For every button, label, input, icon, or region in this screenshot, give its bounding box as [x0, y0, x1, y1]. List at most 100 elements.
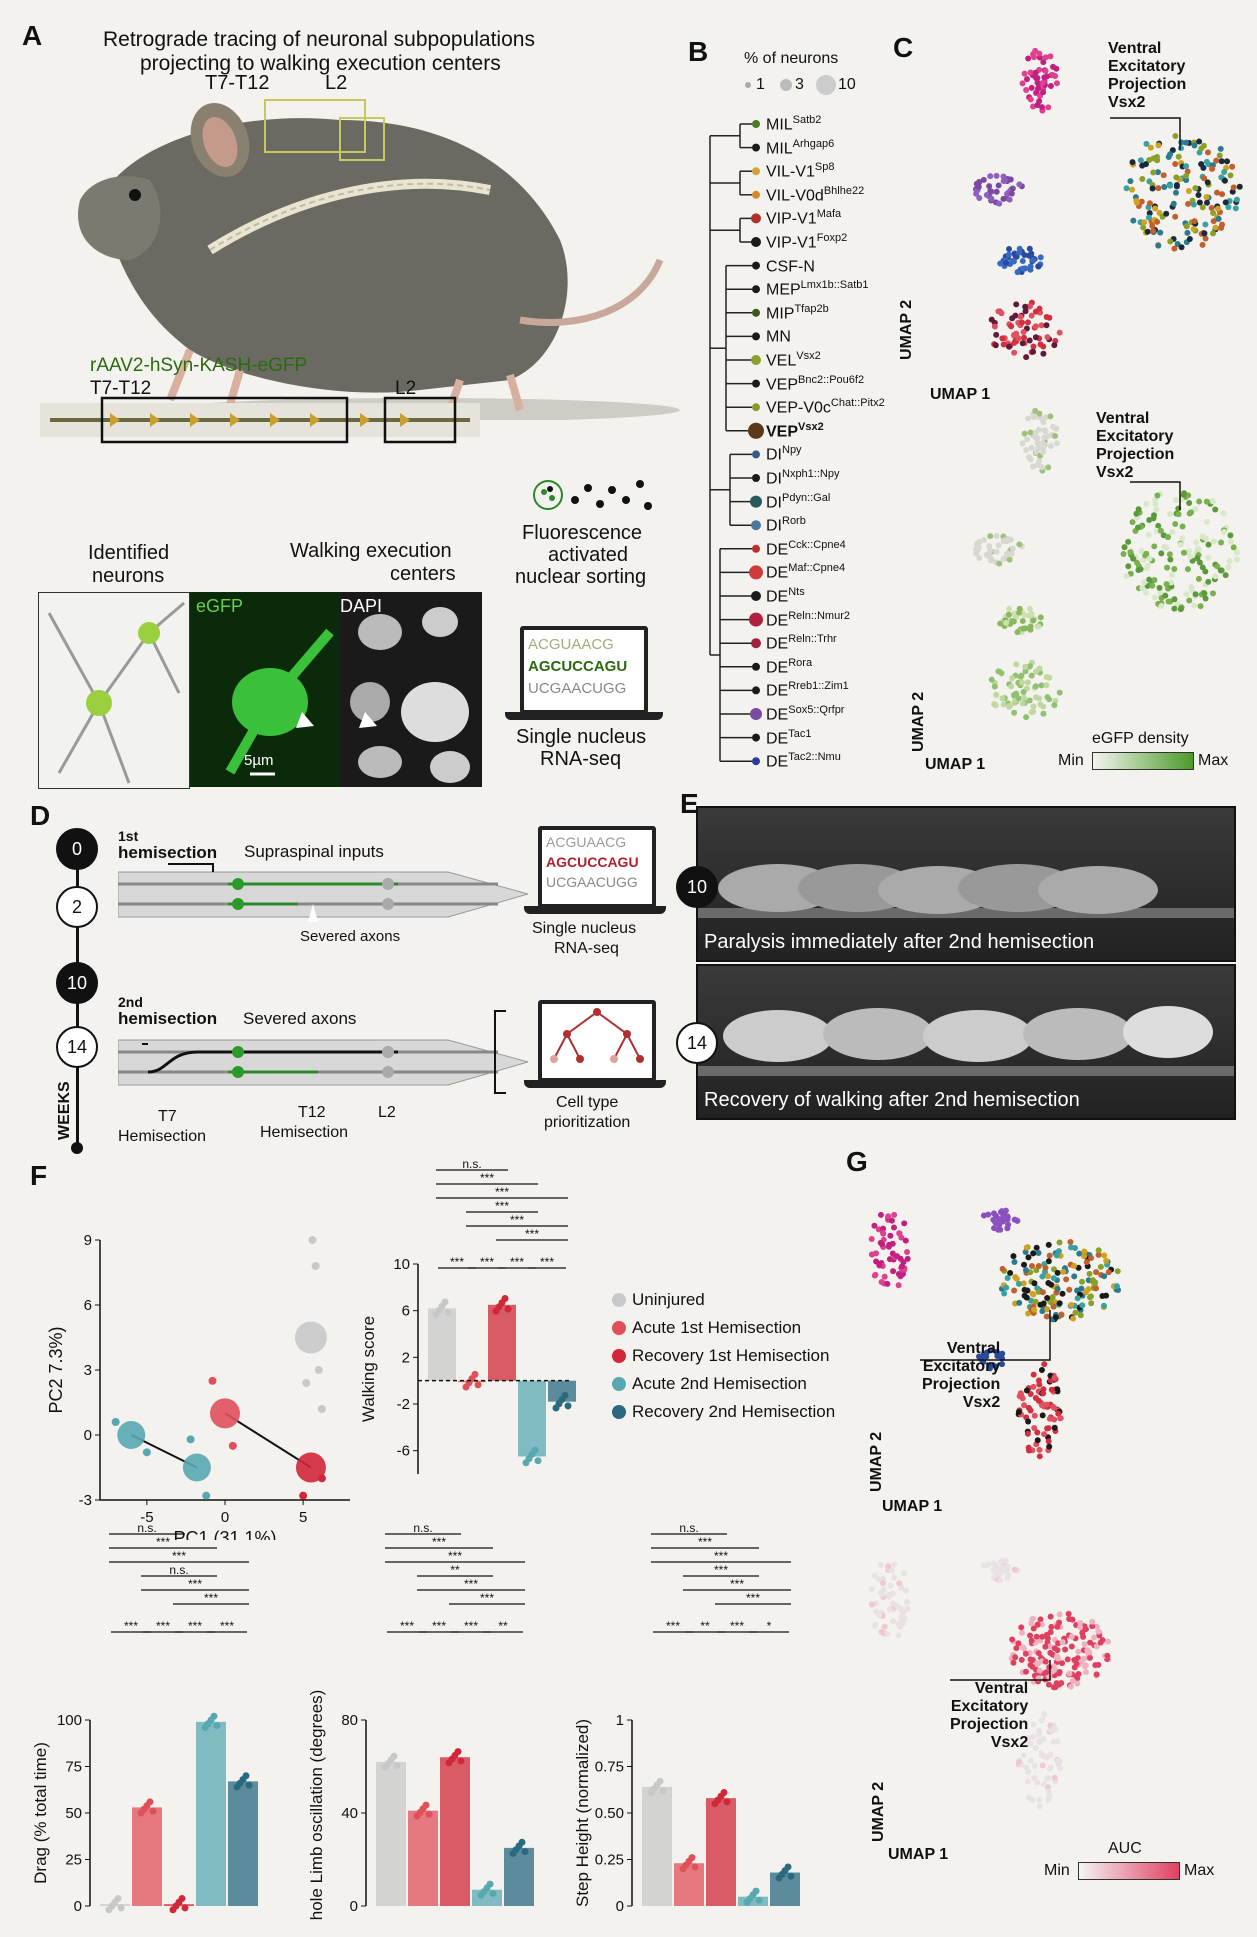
sig-label: ***	[432, 1535, 446, 1549]
umap-point	[1031, 1762, 1038, 1769]
umap-point	[990, 1210, 997, 1217]
umap-point	[1088, 1300, 1095, 1307]
umap-point	[1143, 140, 1150, 147]
cluster-dot	[752, 544, 760, 553]
bar	[440, 1757, 470, 1906]
umap-point	[1060, 1268, 1067, 1275]
cluster-dot	[752, 332, 760, 341]
pca-ytick-label: 9	[84, 1232, 92, 1249]
umap-point	[1093, 1671, 1100, 1678]
vep-label-g2: Ventral Excitatory Projection Vsx2	[950, 1680, 1028, 1752]
umap-point	[1022, 663, 1029, 670]
umap-point	[1034, 439, 1041, 446]
umap-point	[1030, 1383, 1037, 1390]
umap-point	[1087, 1293, 1094, 1300]
scalebar-label: 5µm	[244, 752, 274, 769]
umap-point	[1023, 1387, 1030, 1394]
umap-point	[1069, 1677, 1076, 1684]
t12-label-2: Hemisection	[260, 1124, 349, 1141]
umap-point	[1023, 447, 1030, 454]
umap-point	[1030, 1291, 1037, 1298]
umap-point	[1137, 157, 1144, 164]
umap-point	[1167, 556, 1174, 563]
umap-point	[1146, 555, 1153, 562]
cluster-label-sup: Chat::Pitx2	[830, 397, 885, 410]
umap-point	[1156, 584, 1163, 591]
t7-label-2: Hemisection	[118, 1128, 207, 1145]
umap-point	[1004, 1563, 1011, 1570]
cluster-label: DIRorb	[766, 515, 806, 535]
umap-point	[1125, 563, 1132, 570]
umap-point	[995, 1565, 1002, 1572]
umap-point	[1218, 539, 1225, 546]
umap-point	[1202, 235, 1209, 242]
legend-value: 10	[838, 76, 856, 93]
umap-point	[1039, 1273, 1046, 1280]
umap-point	[1019, 319, 1026, 326]
umap-point	[1027, 1740, 1034, 1747]
sig-label: ***	[698, 1535, 712, 1549]
bar-ytick-label: 6	[402, 1303, 410, 1320]
umap-point	[1036, 458, 1043, 465]
umap-point	[1010, 1659, 1017, 1666]
bar-replicate-point	[471, 1370, 479, 1378]
cluster-label-base: VEP-V0c	[766, 399, 831, 417]
umap-point	[1000, 701, 1007, 708]
umap-point	[1203, 199, 1210, 206]
spinal-cord-strip	[40, 396, 480, 444]
umap-point	[1054, 1269, 1061, 1276]
hemi2-label-2: hemisection	[118, 1009, 218, 1028]
bar-ytick-label: 0	[616, 1898, 624, 1915]
umap-point	[1041, 1361, 1048, 1368]
walking-exec-label: Walking execution	[290, 540, 452, 562]
umap-point	[1224, 158, 1231, 165]
vep-line: Excitatory	[1096, 428, 1174, 445]
umap-point	[1034, 1779, 1041, 1786]
sig-label: ***	[510, 1255, 524, 1269]
umap-point	[1039, 464, 1046, 471]
umap-point	[1174, 241, 1181, 248]
umap-point	[1212, 573, 1219, 580]
umap-point	[1188, 509, 1195, 516]
sig-label: ***	[204, 1591, 218, 1605]
umap-point	[1031, 54, 1038, 61]
umap-point	[1233, 196, 1240, 203]
umap-point	[1021, 1261, 1028, 1268]
umap-point	[1232, 205, 1239, 212]
umap-point	[1218, 224, 1225, 231]
cluster-dot	[751, 591, 761, 601]
umap-point	[1062, 1646, 1069, 1653]
umap-point	[1027, 1757, 1034, 1764]
cluster-label: DIPdyn::Gal	[766, 492, 830, 512]
umap-point	[1077, 1619, 1084, 1626]
bar	[196, 1721, 226, 1906]
umap-point	[1236, 183, 1243, 190]
umap-point	[1039, 1412, 1046, 1419]
umap-point	[1040, 89, 1047, 96]
facs-label-1: Fluorescence	[522, 522, 643, 544]
bar-replicate-point	[501, 1295, 509, 1303]
cluster-label-sup: Reln::Nmur2	[788, 609, 850, 622]
umap-point	[1024, 1778, 1031, 1785]
umap-c-clusters	[972, 47, 1243, 361]
umap-point	[1149, 582, 1156, 589]
pca-centroid	[294, 1321, 327, 1354]
umap-point	[1093, 1623, 1100, 1630]
umap-point	[1051, 1374, 1058, 1381]
legend-item-uninjured: Uninjured	[612, 1290, 705, 1310]
cluster-label: MIPTfap2b	[766, 303, 829, 323]
umap-point	[1196, 498, 1203, 505]
umap-point	[1008, 190, 1015, 197]
umap-point	[1171, 245, 1178, 252]
umap-point	[1027, 69, 1034, 76]
umap-point	[988, 1347, 995, 1354]
cluster-dot	[752, 120, 760, 128]
cluster-label-base: MN	[766, 328, 791, 346]
umap-point	[1063, 1276, 1070, 1283]
umap-point	[1014, 269, 1021, 276]
week-circle-10: 10	[56, 962, 98, 1004]
density-max: Max	[1198, 752, 1229, 769]
sig-label: ***	[730, 1577, 744, 1591]
umap-point	[1155, 242, 1162, 249]
pca-plot: 9 6 3 0 -3 -5 0 5 PC1 (31.1%) PC2 7.3%)	[46, 1232, 350, 1540]
